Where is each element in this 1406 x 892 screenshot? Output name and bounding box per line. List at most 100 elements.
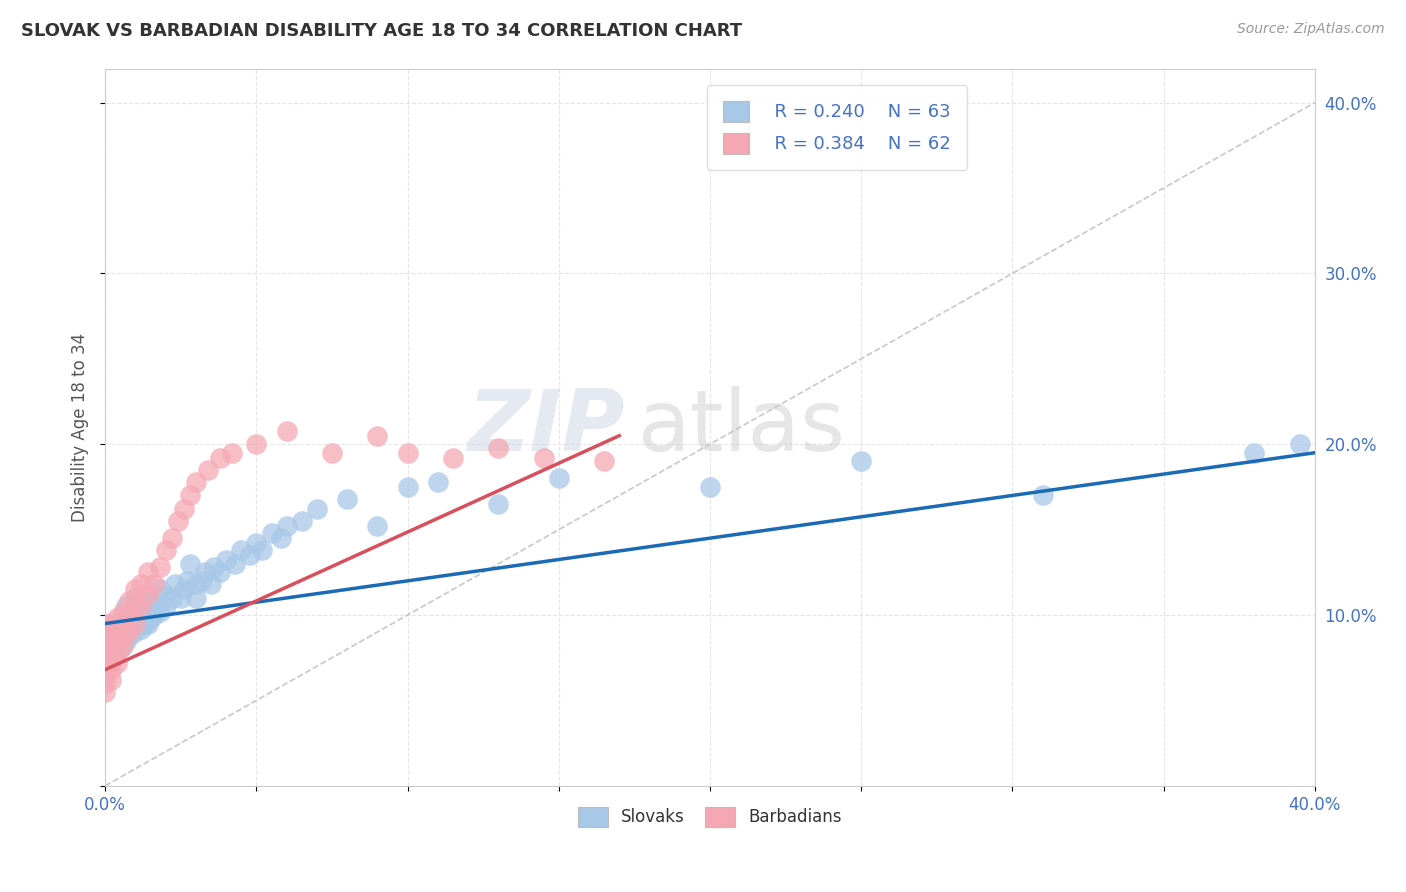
Point (134, 616, 156, 631)
Point (131, 622, 153, 636)
Point (1032, 488, 1054, 502)
Point (142, 577, 165, 591)
Point (170, 591, 193, 605)
Point (105, 611, 128, 625)
Point (139, 611, 162, 625)
Point (100, 616, 122, 631)
Point (215, 553, 238, 567)
Point (593, 454, 616, 468)
Point (221, 446, 243, 460)
Point (124, 616, 146, 631)
Point (94, 650, 117, 665)
Point (115, 611, 138, 625)
Point (166, 514, 188, 528)
Point (184, 475, 207, 489)
Point (366, 428, 388, 442)
Point (94, 622, 117, 636)
Point (136, 587, 159, 601)
Point (396, 480, 419, 494)
Point (276, 424, 298, 438)
Point (124, 607, 146, 622)
Point (136, 605, 159, 619)
Point (224, 557, 246, 571)
Point (149, 560, 172, 574)
Point (100, 633, 122, 648)
Text: SLOVAK VS BARBADIAN DISABILITY AGE 18 TO 34 CORRELATION CHART: SLOVAK VS BARBADIAN DISABILITY AGE 18 TO… (21, 22, 742, 40)
Point (94, 659, 117, 673)
Point (124, 625, 146, 640)
Point (118, 594, 141, 608)
Point (252, 543, 274, 558)
Point (100, 642, 122, 657)
Point (94, 656, 117, 670)
Point (197, 463, 219, 477)
Point (118, 616, 141, 631)
Point (100, 656, 122, 670)
Point (176, 574, 198, 588)
Point (1243, 446, 1265, 460)
Point (134, 594, 156, 608)
Point (179, 488, 201, 502)
Point (291, 514, 314, 528)
Point (173, 582, 195, 597)
Point (100, 625, 122, 640)
Point (94, 667, 117, 681)
Point (699, 480, 721, 494)
Point (426, 475, 449, 489)
Point (115, 633, 138, 648)
Point (131, 577, 153, 591)
Point (149, 605, 172, 619)
Text: Source: ZipAtlas.com: Source: ZipAtlas.com (1237, 22, 1385, 37)
Point (276, 519, 298, 533)
Point (245, 437, 267, 451)
Point (124, 599, 146, 614)
Point (441, 450, 464, 465)
Point (149, 582, 172, 597)
Point (145, 599, 167, 614)
Point (245, 536, 267, 550)
Point (136, 566, 159, 580)
Point (160, 591, 183, 605)
Point (94, 676, 117, 690)
Text: atlas: atlas (637, 385, 845, 468)
Point (124, 591, 146, 605)
Y-axis label: Disability Age 18 to 34: Disability Age 18 to 34 (72, 333, 89, 522)
Point (1288, 437, 1310, 451)
Point (105, 656, 128, 670)
Point (179, 557, 201, 571)
Point (105, 633, 128, 648)
Point (112, 616, 135, 631)
Point (184, 591, 207, 605)
Point (260, 526, 283, 541)
Point (124, 582, 146, 597)
Point (142, 607, 165, 622)
Point (110, 616, 132, 631)
Point (112, 605, 135, 619)
Point (112, 628, 135, 642)
Point (124, 616, 146, 631)
Point (94, 642, 117, 657)
Point (209, 450, 232, 465)
Point (94, 663, 117, 677)
Point (118, 628, 141, 642)
Point (94, 639, 117, 653)
Point (94, 646, 117, 660)
Point (139, 594, 162, 608)
Point (547, 471, 569, 485)
Point (110, 625, 132, 640)
Point (533, 450, 555, 465)
Point (94, 685, 117, 699)
Point (94, 628, 117, 642)
Point (131, 611, 153, 625)
Point (239, 548, 262, 562)
Point (105, 622, 128, 636)
Point (194, 566, 217, 580)
Point (100, 663, 122, 677)
Point (100, 648, 122, 663)
Point (155, 599, 177, 614)
Point (321, 446, 343, 460)
Point (155, 543, 177, 558)
Point (94, 633, 117, 648)
Point (94, 625, 117, 640)
Point (336, 491, 359, 506)
